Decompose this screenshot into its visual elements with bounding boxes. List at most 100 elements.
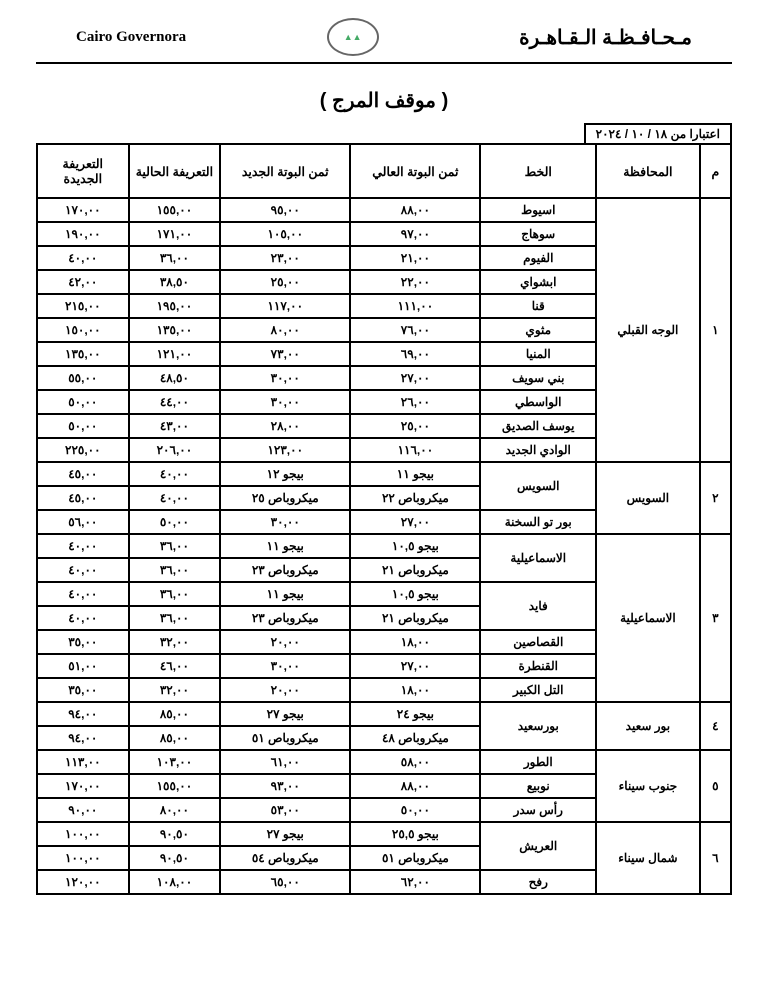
value-cell: ١٧٠,٠٠ bbox=[37, 774, 129, 798]
value-cell: ١٠٠,٠٠ bbox=[37, 822, 129, 846]
value-cell: بيجو ٢٤ bbox=[350, 702, 480, 726]
table-row: ٣الاسماعيليةالاسماعيليةبيجو ١٠,٥بيجو ١١٣… bbox=[37, 534, 731, 558]
value-cell: ٣٥,٠٠ bbox=[37, 630, 129, 654]
document-title: ( موقف المرج ) bbox=[0, 88, 768, 113]
value-cell: ٥٠,٠٠ bbox=[37, 414, 129, 438]
value-cell: ٤٥,٠٠ bbox=[37, 486, 129, 510]
governorate-cell: الوجه القبلي bbox=[596, 198, 700, 462]
value-cell: ٢٠,٠٠ bbox=[220, 678, 350, 702]
route-cell: قنا bbox=[480, 294, 596, 318]
value-cell: ٣٦,٠٠ bbox=[129, 582, 221, 606]
group-index: ١ bbox=[700, 198, 731, 462]
value-cell: ٩٥,٠٠ bbox=[220, 198, 350, 222]
value-cell: ٢٢٥,٠٠ bbox=[37, 438, 129, 462]
header-right-text: مـحـافـظـة الـقـاهـرة bbox=[519, 25, 692, 50]
value-cell: ١٣٥,٠٠ bbox=[129, 318, 221, 342]
value-cell: ٤٠,٠٠ bbox=[37, 558, 129, 582]
group-index: ٥ bbox=[700, 750, 731, 822]
route-cell: الواسطي bbox=[480, 390, 596, 414]
table-row: ٤بور سعيدبورسعيدبيجو ٢٤بيجو ٢٧٨٥,٠٠٩٤,٠٠ bbox=[37, 702, 731, 726]
column-header: ثمن البوتة العالي bbox=[350, 144, 480, 198]
value-cell: ١٢١,٠٠ bbox=[129, 342, 221, 366]
value-cell: ١٢٣,٠٠ bbox=[220, 438, 350, 462]
value-cell: ١٩٥,٠٠ bbox=[129, 294, 221, 318]
value-cell: ٨٨,٠٠ bbox=[350, 774, 480, 798]
route-cell: مثوي bbox=[480, 318, 596, 342]
value-cell: ١٣٥,٠٠ bbox=[37, 342, 129, 366]
route-cell: بور تو السخنة bbox=[480, 510, 596, 534]
value-cell: ٩٠,٠٠ bbox=[37, 798, 129, 822]
column-header: التعريفة الجديدة bbox=[37, 144, 129, 198]
effective-date-label: اعتبارا من ١٨ / ١٠ / ٢٠٢٤ bbox=[584, 123, 732, 145]
column-header: المحافظة bbox=[596, 144, 700, 198]
value-cell: ٩٤,٠٠ bbox=[37, 702, 129, 726]
route-cell: رفح bbox=[480, 870, 596, 894]
value-cell: ٩٠,٥٠ bbox=[129, 846, 221, 870]
value-cell: ٣٦,٠٠ bbox=[129, 534, 221, 558]
value-cell: ميكروباص ٥٤ bbox=[220, 846, 350, 870]
column-header: ثمن البوتة الجديد bbox=[220, 144, 350, 198]
value-cell: ٥٥,٠٠ bbox=[37, 366, 129, 390]
governorate-logo: ▲▲ bbox=[327, 18, 379, 56]
value-cell: ٤٠,٠٠ bbox=[37, 606, 129, 630]
value-cell: ١١١,٠٠ bbox=[350, 294, 480, 318]
route-cell: رأس سدر bbox=[480, 798, 596, 822]
value-cell: ٢١,٠٠ bbox=[350, 246, 480, 270]
route-cell: القصاصين bbox=[480, 630, 596, 654]
group-index: ٢ bbox=[700, 462, 731, 534]
group-index: ٦ bbox=[700, 822, 731, 894]
value-cell: ٣٠,٠٠ bbox=[220, 654, 350, 678]
value-cell: ٢٠,٠٠ bbox=[220, 630, 350, 654]
value-cell: ٢٢,٠٠ bbox=[350, 270, 480, 294]
value-cell: ٢١٥,٠٠ bbox=[37, 294, 129, 318]
value-cell: ٨٥,٠٠ bbox=[129, 726, 221, 750]
value-cell: ١١٦,٠٠ bbox=[350, 438, 480, 462]
value-cell: ٨٠,٠٠ bbox=[129, 798, 221, 822]
value-cell: ٤٠,٠٠ bbox=[37, 582, 129, 606]
value-cell: ميكروباص ٢١ bbox=[350, 558, 480, 582]
value-cell: بيجو ١٠,٥ bbox=[350, 582, 480, 606]
value-cell: ١٧٠,٠٠ bbox=[37, 198, 129, 222]
route-cell: الاسماعيلية bbox=[480, 534, 596, 582]
value-cell: ٨٠,٠٠ bbox=[220, 318, 350, 342]
value-cell: ميكروباص ٢٥ bbox=[220, 486, 350, 510]
value-cell: ٥٣,٠٠ bbox=[220, 798, 350, 822]
value-cell: ٣٢,٠٠ bbox=[129, 630, 221, 654]
value-cell: ٩٧,٠٠ bbox=[350, 222, 480, 246]
value-cell: ١٠٥,٠٠ bbox=[220, 222, 350, 246]
value-cell: ٢٣,٠٠ bbox=[220, 246, 350, 270]
route-cell: التل الكبير bbox=[480, 678, 596, 702]
value-cell: ١١٧,٠٠ bbox=[220, 294, 350, 318]
route-cell: السويس bbox=[480, 462, 596, 510]
value-cell: بيجو ١١ bbox=[220, 582, 350, 606]
value-cell: ٣٠,٠٠ bbox=[220, 366, 350, 390]
value-cell: ميكروباص ٤٨ bbox=[350, 726, 480, 750]
value-cell: ميكروباص ٢١ bbox=[350, 606, 480, 630]
value-cell: ٢٨,٠٠ bbox=[220, 414, 350, 438]
value-cell: ٤٢,٠٠ bbox=[37, 270, 129, 294]
value-cell: ٥٠,٠٠ bbox=[37, 390, 129, 414]
effective-date-container: اعتبارا من ١٨ / ١٠ / ٢٠٢٤ bbox=[36, 123, 732, 143]
value-cell: ميكروباص ٢٢ bbox=[350, 486, 480, 510]
value-cell: ٣٨,٥٠ bbox=[129, 270, 221, 294]
value-cell: ٤٠,٠٠ bbox=[37, 246, 129, 270]
value-cell: ٦٥,٠٠ bbox=[220, 870, 350, 894]
route-cell: الفيوم bbox=[480, 246, 596, 270]
route-cell: ابشواي bbox=[480, 270, 596, 294]
route-cell: الوادي الجديد bbox=[480, 438, 596, 462]
value-cell: ٧٦,٠٠ bbox=[350, 318, 480, 342]
table-body: ١الوجه القبلياسيوط٨٨,٠٠٩٥,٠٠١٥٥,٠٠١٧٠,٠٠… bbox=[37, 198, 731, 894]
value-cell: ١٨,٠٠ bbox=[350, 678, 480, 702]
route-cell: سوهاج bbox=[480, 222, 596, 246]
table-row: ٥جنوب سيناءالطور٥٨,٠٠٦١,٠٠١٠٣,٠٠١١٣,٠٠ bbox=[37, 750, 731, 774]
value-cell: ١٠٠,٠٠ bbox=[37, 846, 129, 870]
route-cell: فايد bbox=[480, 582, 596, 630]
value-cell: ٤٥,٠٠ bbox=[37, 462, 129, 486]
governorate-cell: شمال سيناء bbox=[596, 822, 700, 894]
governorate-cell: الاسماعيلية bbox=[596, 534, 700, 702]
value-cell: ٤٠,٠٠ bbox=[37, 534, 129, 558]
value-cell: ٤٣,٠٠ bbox=[129, 414, 221, 438]
value-cell: ميكروباص ٥١ bbox=[350, 846, 480, 870]
value-cell: ٥٨,٠٠ bbox=[350, 750, 480, 774]
value-cell: بيجو ٢٧ bbox=[220, 822, 350, 846]
